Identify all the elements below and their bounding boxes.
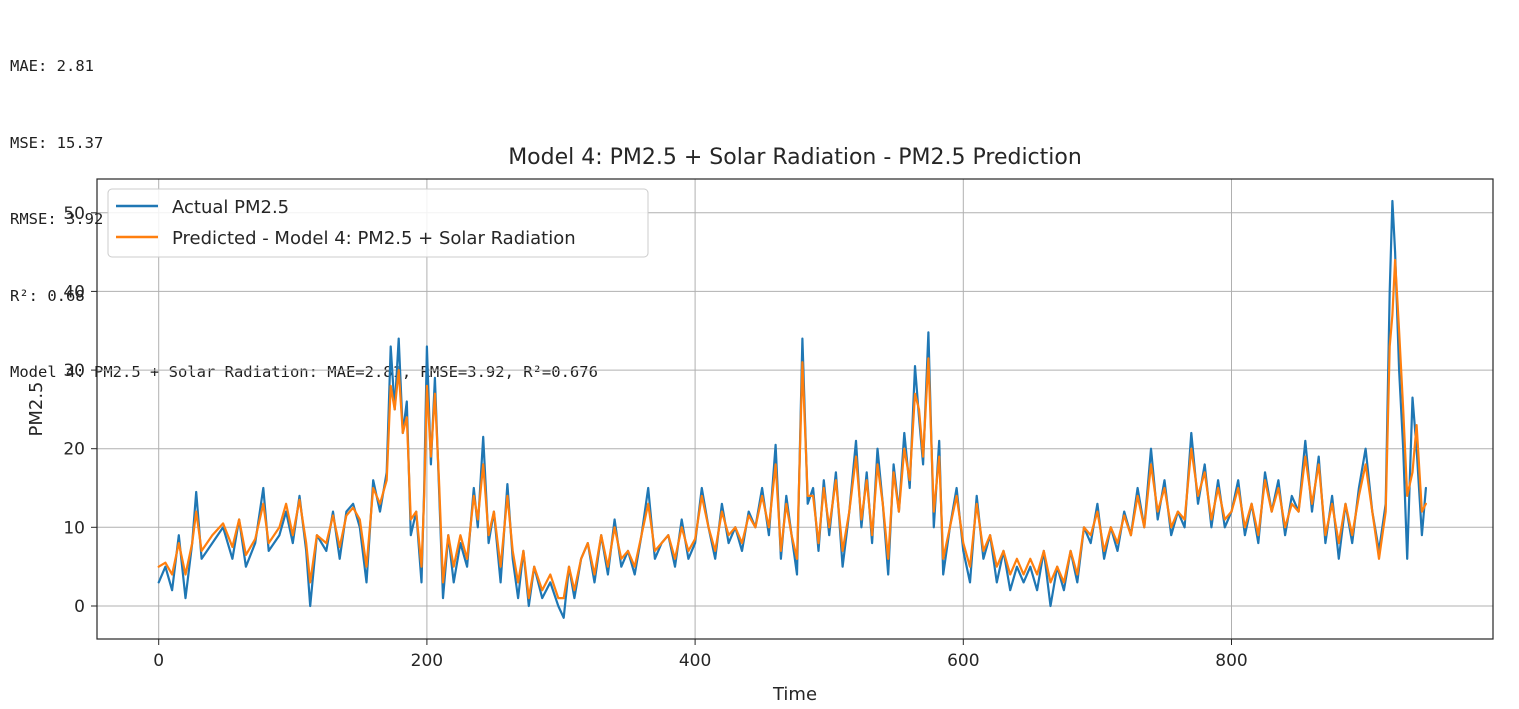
x-axis-label: Time [772,684,817,705]
legend-label-actual: Actual PM2.5 [172,197,289,218]
y-tick-label-30: 30 [63,361,85,381]
y-tick-label-0: 0 [74,597,85,617]
x-tick-label-600: 600 [947,651,979,671]
legend: Actual PM2.5 Predicted - Model 4: PM2.5 … [107,188,649,258]
legend-label-predicted: Predicted - Model 4: PM2.5 + Solar Radia… [172,228,576,249]
x-tick-label-400: 400 [679,651,711,671]
actual-series-line [157,199,1428,619]
x-tick-label-800: 800 [1215,651,1247,671]
chart-title: Model 4: PM2.5 + Solar Radiation - PM2.5… [508,145,1082,170]
axis-ticks: 0 200 400 600 800 0 10 20 30 40 50 [63,204,1247,671]
y-tick-label-20: 20 [63,440,85,460]
plot-frame [96,178,1494,640]
metric-r2-line: R²: 0.68 [10,286,85,305]
series-lines [157,199,1428,619]
y-tick-label-50: 50 [63,204,85,224]
x-tick-label-200: 200 [411,651,443,671]
metric-mse-line: MSE: 15.37 [10,133,104,152]
predicted-series-line [157,258,1428,600]
y-tick-label-10: 10 [63,518,85,538]
metric-rmse-line: RMSE: 3.92 [10,210,104,228]
legend-box [107,188,649,258]
metric-mae-line: MAE: 2.81 [10,57,94,75]
y-axis-label: PM2.5 [26,381,47,436]
y-tick-label-40: 40 [63,282,85,302]
x-tick-label-0: 0 [153,651,164,671]
grid-lines [97,179,1493,639]
